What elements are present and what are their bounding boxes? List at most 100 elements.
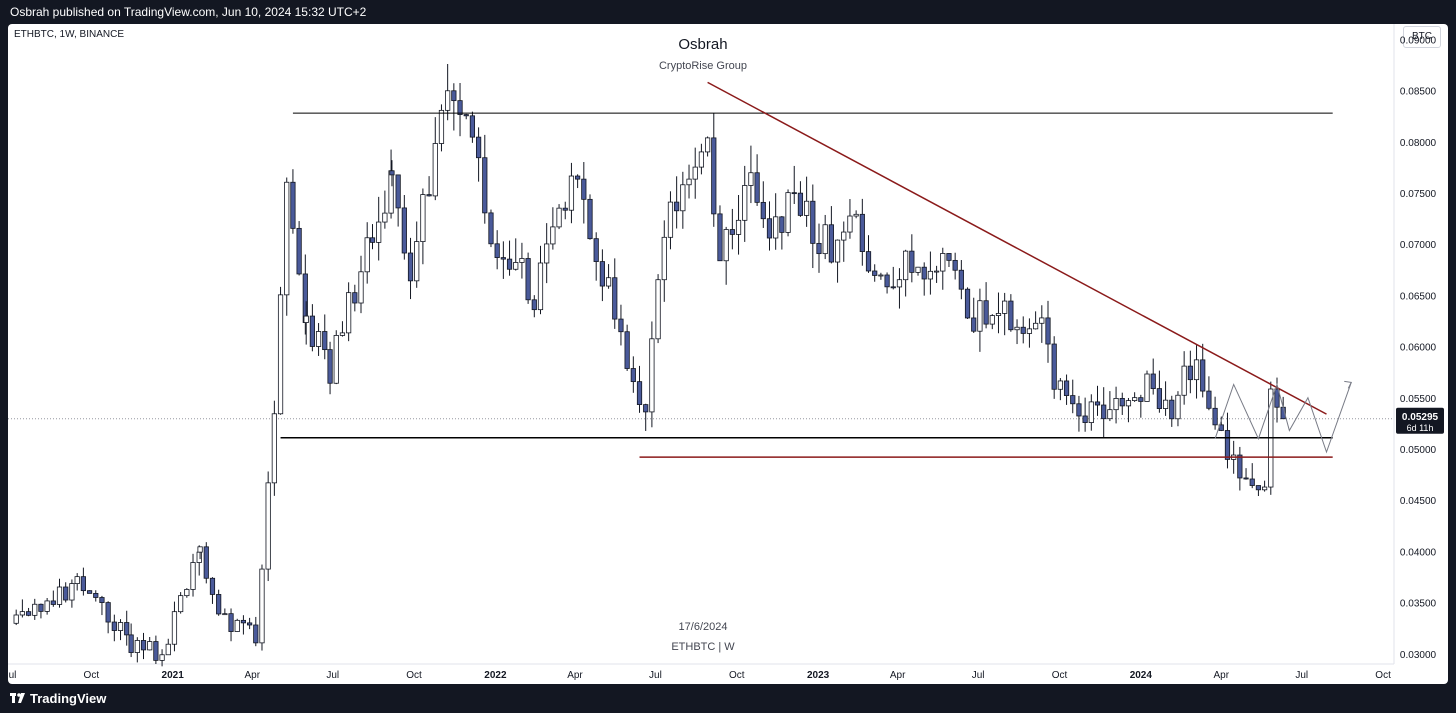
- candle-body: [537, 262, 544, 311]
- candle-body: [946, 253, 952, 261]
- candle-body: [184, 589, 190, 597]
- candle-body: [1224, 430, 1231, 460]
- candle-body: [903, 250, 909, 281]
- candle-body: [884, 274, 890, 288]
- candle-body: [500, 257, 506, 260]
- candle-body: [494, 243, 500, 258]
- candle-body: [475, 136, 482, 159]
- time-axis: Jul Oct 2021 Apr Jul Oct 2022 Apr Jul Oct 2023 Apr J…: [8, 670, 1391, 681]
- candle-body: [636, 381, 643, 405]
- time-tick-4: Jul: [326, 670, 339, 681]
- tradingview-logo[interactable]: TradingView: [10, 691, 106, 706]
- watermark-date: 17/6/2024: [679, 621, 728, 633]
- candle-body: [686, 178, 692, 186]
- candle-body: [159, 654, 165, 661]
- candle-body: [964, 288, 971, 319]
- symbol-label: ETHBTC, 1W, BINANCE: [14, 29, 125, 40]
- price-chart[interactable]: Osbrah CryptoRise Group 17/6/2024 ETHBTC…: [8, 24, 1448, 684]
- candle-body: [216, 594, 222, 615]
- time-tick-10: 2023: [807, 670, 830, 681]
- candle-body: [1002, 300, 1008, 314]
- publish-bar: Osbrah published on TradingView.com, Jun…: [0, 0, 1456, 24]
- candle-body: [327, 349, 333, 384]
- candle-body: [952, 259, 958, 271]
- candle-body: [303, 315, 309, 323]
- candle-body: [203, 546, 209, 579]
- candle-body: [352, 292, 358, 304]
- candle-body: [593, 238, 599, 262]
- time-tick-6: 2022: [484, 670, 507, 681]
- candle-body: [531, 299, 537, 311]
- candle-body: [271, 413, 277, 484]
- chart-frame[interactable]: ETHBTC, 1W, BINANCE BTC Osbrah CryptoRis…: [8, 24, 1448, 684]
- tradingview-brand: TradingView: [30, 691, 107, 706]
- candle-body: [847, 215, 853, 233]
- candle-body: [618, 318, 624, 333]
- candle-body: [451, 90, 457, 102]
- candle-body: [369, 237, 376, 243]
- candle-body: [234, 619, 240, 632]
- candle-body: [630, 368, 636, 383]
- candle-body: [717, 213, 723, 262]
- candle-body: [438, 109, 445, 144]
- candle-body: [209, 577, 216, 595]
- candle-body: [933, 270, 940, 273]
- candle-body: [1039, 317, 1045, 324]
- candle-body: [1150, 373, 1156, 389]
- candle-body: [284, 181, 290, 296]
- candle-body: [228, 613, 234, 632]
- candle-body: [872, 270, 878, 276]
- candle-body: [550, 226, 556, 245]
- candle-body: [414, 241, 420, 282]
- candle-body: [587, 198, 593, 240]
- candle-body: [649, 338, 655, 413]
- candle-body: [674, 201, 680, 212]
- candle-body: [915, 266, 921, 273]
- price-tick-1: 0.08500: [1400, 87, 1437, 98]
- candle-body: [958, 269, 964, 290]
- candle-body: [277, 294, 284, 415]
- candle-body: [290, 181, 296, 229]
- candle-body: [178, 595, 184, 613]
- candle-body: [797, 192, 804, 216]
- watermark-title: Osbrah: [678, 36, 727, 53]
- candle-body: [171, 611, 178, 645]
- price-tick-2: 0.08000: [1400, 138, 1437, 149]
- candle-body: [804, 200, 810, 216]
- candle-body: [1243, 477, 1249, 480]
- time-tick-15: Apr: [1214, 670, 1230, 681]
- candle-body: [44, 600, 50, 612]
- candle-body: [971, 317, 977, 332]
- candle-body: [1094, 401, 1101, 406]
- candle-body: [346, 292, 352, 334]
- candle-body: [1249, 478, 1255, 486]
- candle-body: [302, 273, 308, 323]
- candle-body: [445, 90, 451, 111]
- candle-body: [111, 621, 117, 631]
- price-tick-6: 0.06000: [1400, 343, 1437, 354]
- currency-button[interactable]: BTC: [1403, 26, 1441, 48]
- candle-body: [1014, 326, 1020, 331]
- candle-body: [513, 262, 519, 270]
- candle-body: [388, 170, 394, 214]
- time-tick-7: Apr: [567, 670, 583, 681]
- time-tick-11: Apr: [890, 670, 906, 681]
- candle-body: [562, 207, 568, 211]
- candle-body: [80, 576, 86, 592]
- candle-body: [339, 332, 346, 336]
- time-tick-16: Jul: [1295, 670, 1308, 681]
- candle-body: [1008, 300, 1014, 331]
- candle-body: [1169, 399, 1175, 420]
- candle-body: [1193, 359, 1200, 381]
- candle-body: [165, 643, 171, 656]
- watermark-symbol: ETHBTC | W: [671, 641, 735, 653]
- candle-body: [568, 175, 575, 211]
- candle-body: [575, 175, 581, 180]
- candle-body: [13, 614, 19, 624]
- candle-body: [32, 603, 38, 616]
- time-tick-17: Oct: [1375, 670, 1391, 681]
- candle-body: [735, 219, 742, 235]
- candle-body: [667, 201, 674, 238]
- time-tick-14: 2024: [1130, 670, 1153, 681]
- candle-body: [519, 258, 525, 263]
